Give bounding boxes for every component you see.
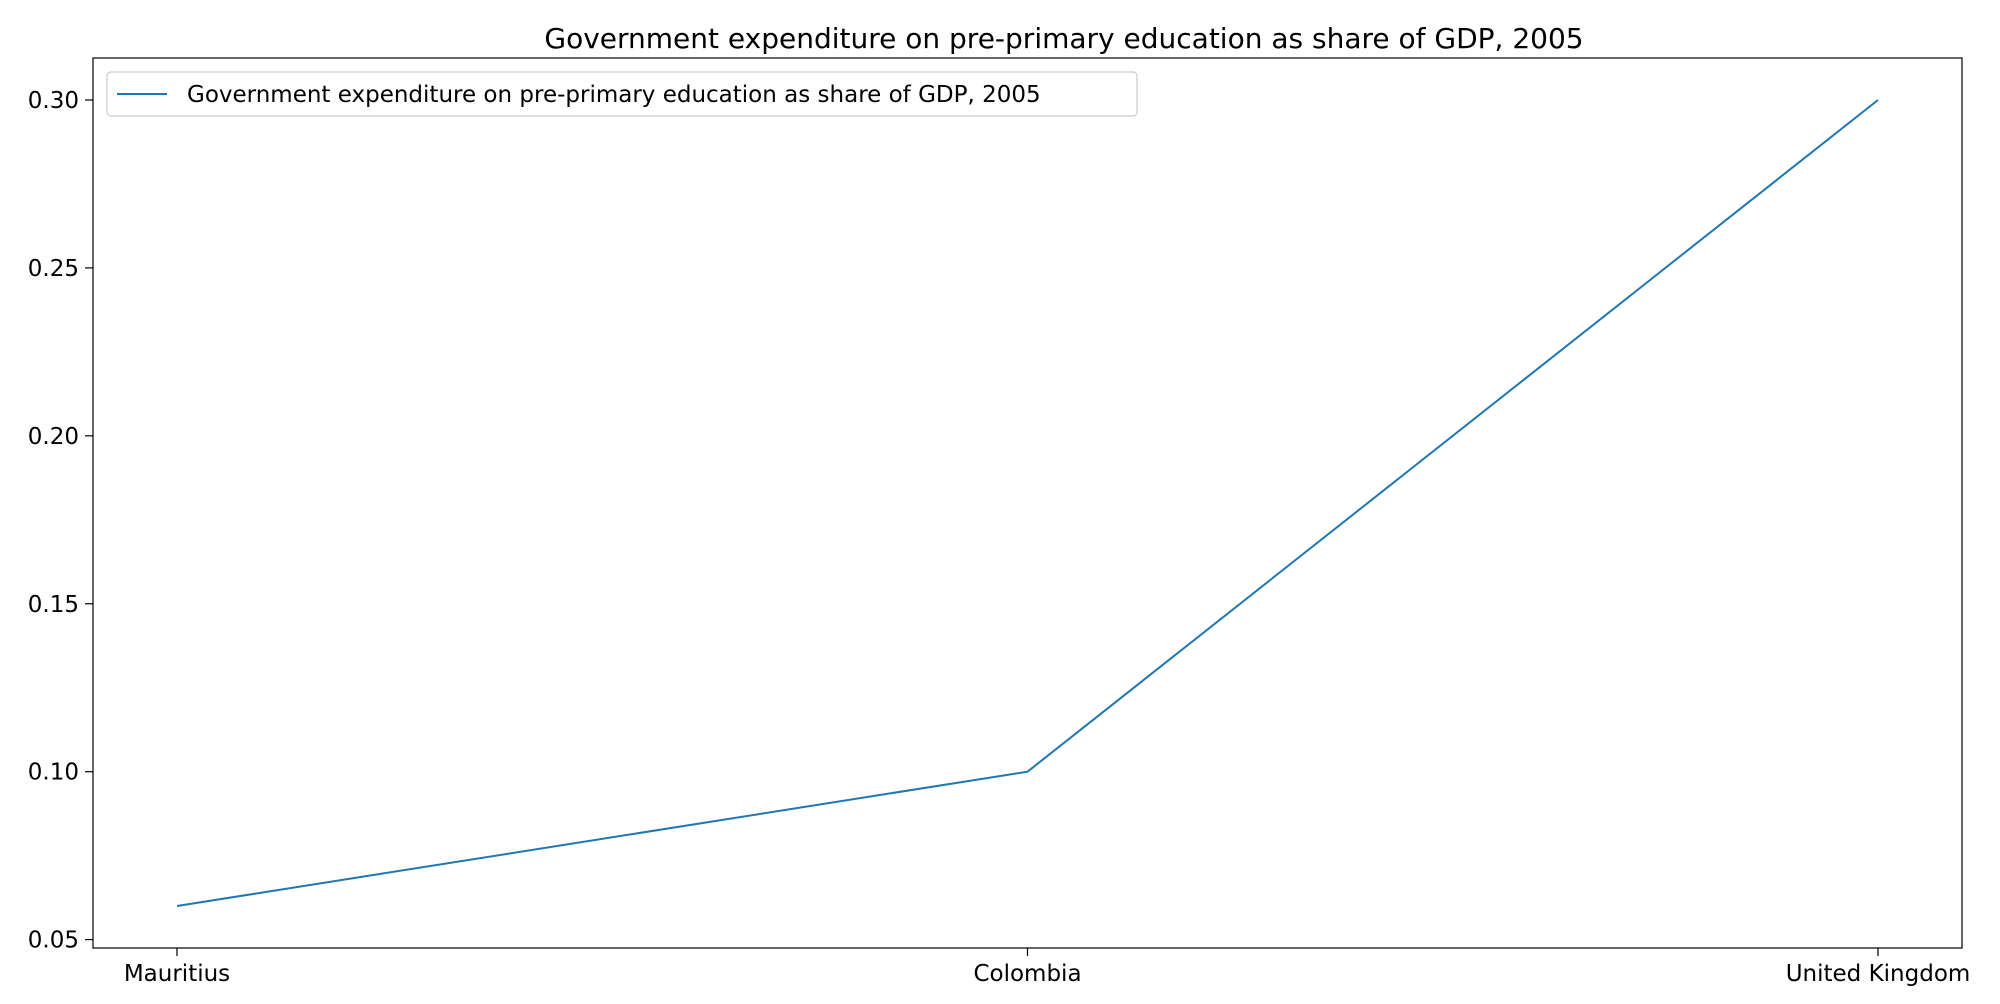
x-tick-label: Colombia xyxy=(973,961,1081,987)
y-axis: 0.05 0.10 0.15 0.20 0.25 0.30 xyxy=(28,88,93,954)
y-tick-label: 0.20 xyxy=(28,424,79,450)
series-line xyxy=(176,99,1879,908)
x-tick-label: Mauritius xyxy=(124,961,230,987)
plot-frame xyxy=(92,57,1963,949)
chart-title: Government expenditure on pre-primary ed… xyxy=(544,22,1583,55)
x-tick-label: United Kingdom xyxy=(1786,961,1971,987)
legend-label: Government expenditure on pre-primary ed… xyxy=(187,82,1041,108)
y-tick-label: 0.30 xyxy=(28,88,79,114)
y-tick-label: 0.05 xyxy=(28,928,79,954)
y-tick-label: 0.15 xyxy=(28,592,79,618)
x-axis: Mauritius Colombia United Kingdom xyxy=(124,948,1970,987)
series-layer xyxy=(176,99,1879,908)
y-tick-label: 0.10 xyxy=(28,760,79,786)
legend: Government expenditure on pre-primary ed… xyxy=(106,71,1138,117)
y-tick-label: 0.25 xyxy=(28,256,79,282)
legend-box xyxy=(106,71,1138,117)
